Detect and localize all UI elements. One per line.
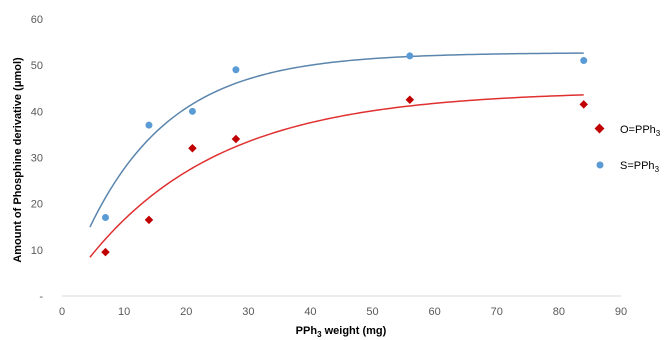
x-axis-title: PPh3 weight (mg) (296, 325, 387, 339)
data-point-series-0 (101, 247, 110, 257)
y-tick-label: 50 (31, 60, 43, 72)
legend-label-s-pph3-main: S=PPh (620, 160, 655, 172)
data-point-series-0 (579, 100, 588, 109)
data-point-series-0 (405, 95, 415, 105)
y-tick-labels: - 10 20 30 40 50 60 (31, 14, 44, 303)
legend-item-o-pph3: O=PPh3 (594, 123, 661, 138)
x-tick-label: 80 (553, 306, 565, 318)
data-point-series-0 (144, 215, 154, 225)
x-tick-label: 0 (59, 306, 65, 318)
legend-label-s-pph3: S=PPh3 (620, 160, 660, 174)
x-axis-title-main: PPh (296, 325, 318, 337)
legend: O=PPh3 S=PPh3 (594, 123, 661, 174)
x-tick-label: 40 (304, 306, 316, 318)
data-point-series-1 (101, 214, 109, 222)
legend-label-s-pph3-subscript: 3 (655, 165, 660, 174)
data-point-series-1 (232, 66, 240, 74)
x-tick-label: 50 (366, 306, 378, 318)
data-points (101, 52, 588, 257)
x-tick-label: 10 (118, 306, 130, 318)
legend-item-s-pph3: S=PPh3 (596, 160, 660, 174)
x-tick-label: 30 (242, 306, 254, 318)
x-tick-label: 90 (615, 306, 627, 318)
legend-marker-s-pph3 (596, 161, 604, 169)
x-tick-label: 70 (491, 306, 503, 318)
data-point-series-0 (231, 134, 241, 144)
x-tick-labels: 0 10 20 30 40 50 60 70 80 90 (59, 306, 627, 318)
trendline-series-0 (89, 94, 584, 258)
data-point-series-1 (188, 107, 196, 115)
legend-label-o-pph3: O=PPh3 (620, 124, 661, 138)
y-tick-label: 60 (31, 14, 43, 26)
data-point-series-1 (406, 52, 414, 60)
legend-label-o-pph3-subscript: 3 (656, 129, 661, 138)
y-tick-label: 30 (31, 153, 43, 165)
legend-marker-o-pph3 (594, 123, 605, 134)
x-tick-label: 20 (180, 306, 192, 318)
trendline-series-1 (89, 52, 584, 228)
data-point-series-0 (188, 144, 197, 153)
legend-label-o-pph3-main: O=PPh (620, 124, 656, 136)
x-axis-title-subscript: 3 (317, 330, 322, 339)
data-point-series-1 (580, 57, 588, 65)
data-point-series-1 (145, 121, 153, 129)
y-tick-label: - (39, 291, 43, 303)
x-tick-label: 60 (429, 306, 441, 318)
trendlines (89, 52, 584, 258)
x-axis-title-rest: weight (mg) (322, 325, 387, 337)
y-axis-title: Amount of Phosphine derivative (μmol) (12, 57, 24, 263)
y-tick-label: 40 (31, 106, 43, 118)
y-tick-label: 20 (31, 199, 43, 211)
y-tick-label: 10 (31, 245, 43, 257)
